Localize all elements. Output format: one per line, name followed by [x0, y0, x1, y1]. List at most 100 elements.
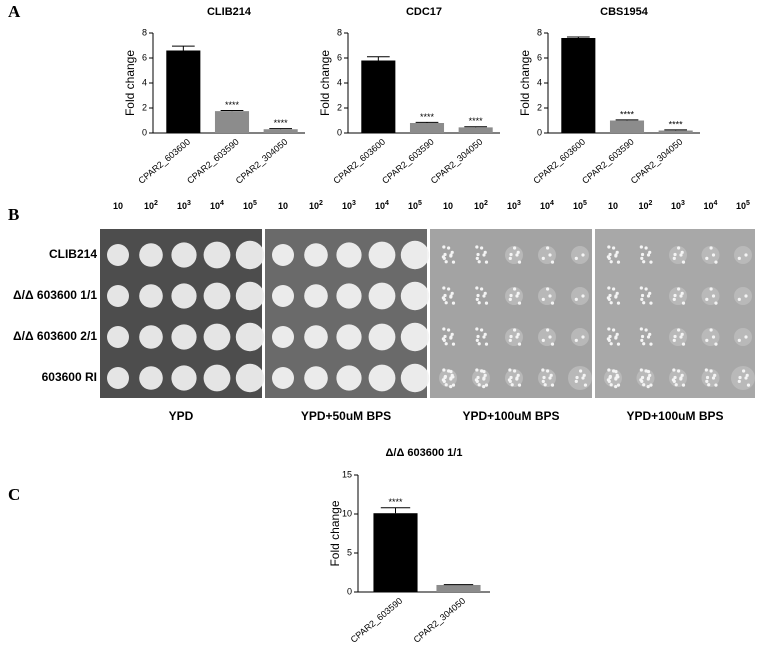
colony-dot	[609, 301, 613, 305]
bar	[214, 111, 250, 133]
colony-dot	[480, 287, 484, 291]
dilution-base: 10	[507, 201, 517, 211]
colony-dot	[607, 327, 611, 331]
colony-dot	[672, 338, 676, 342]
colony-dot	[550, 342, 555, 346]
colony-dot	[483, 250, 487, 254]
colony-spot	[203, 364, 231, 392]
colony-spot	[272, 326, 294, 348]
colony-spot	[734, 246, 752, 264]
colony-dot	[606, 378, 610, 382]
colony-dot	[509, 252, 513, 257]
colony-dot	[640, 338, 644, 342]
error-bar	[615, 119, 639, 121]
chart-title: CBS1954	[600, 6, 649, 18]
colony-dot	[680, 332, 684, 336]
colony-dot	[711, 253, 716, 257]
colony-dot	[443, 293, 447, 298]
panel-label: B	[8, 205, 19, 224]
dilution-base: 10	[342, 201, 352, 211]
colony-dot	[705, 338, 709, 342]
colony-dot	[550, 383, 555, 387]
colony-spot	[336, 365, 362, 391]
chart-title: CLIB214	[207, 6, 252, 18]
colony-dot	[640, 293, 645, 298]
colony-dot	[548, 335, 552, 339]
dilution-exp: 3	[352, 200, 356, 207]
dilution-label: 103	[671, 200, 685, 212]
colony-dot	[742, 369, 746, 373]
colony-dot	[444, 342, 448, 346]
colony-dot	[482, 384, 486, 389]
colony-dot	[640, 334, 645, 339]
colony-dot	[714, 342, 718, 346]
colony-dot	[515, 377, 519, 381]
colony-dot	[680, 373, 684, 377]
colony-spot	[571, 287, 589, 305]
colony-spot	[171, 324, 197, 350]
colony-dot	[644, 246, 648, 250]
dilution-label: 102	[144, 200, 158, 212]
colony-dot	[608, 293, 612, 298]
colony-dot	[513, 369, 517, 373]
colony-dot	[548, 294, 552, 298]
dilution-label: 102	[309, 200, 323, 212]
colony-dot	[745, 373, 749, 377]
colony-dot	[442, 327, 446, 331]
colony-dot	[709, 246, 713, 250]
significance-label: ****	[469, 116, 484, 126]
condition-label: YPD	[169, 409, 194, 423]
colony-spot	[400, 363, 430, 393]
dilution-base: 10	[639, 201, 649, 211]
colony-dot	[609, 383, 613, 387]
dilution-label: 103	[342, 200, 356, 212]
colony-dot	[705, 256, 709, 260]
colony-dot	[579, 369, 583, 373]
strain-label: Δ/Δ 603600 2/1	[13, 329, 97, 343]
x-tick-label: CPAR2_603600	[531, 137, 587, 186]
colony-dot	[679, 335, 683, 339]
colony-dot	[483, 332, 487, 336]
y-tick-label: 4	[337, 77, 342, 87]
colony-dot	[517, 383, 522, 387]
dilution-exp: 4	[220, 200, 224, 207]
colony-dot	[484, 383, 489, 387]
colony-spot	[107, 244, 129, 266]
colony-dot	[640, 375, 645, 380]
colony-dot	[509, 375, 513, 380]
colony-dot	[680, 250, 684, 254]
colony-dot	[444, 301, 448, 305]
colony-spot	[734, 287, 752, 305]
colony-dot	[673, 293, 677, 298]
colony-dot	[541, 297, 545, 301]
y-tick-label: 6	[142, 52, 147, 62]
colony-dot	[477, 342, 481, 346]
colony-spot	[336, 324, 362, 350]
colony-dot	[574, 297, 578, 301]
colony-spot	[203, 282, 231, 310]
significance-label: ****	[620, 109, 635, 119]
colony-dot	[507, 378, 511, 382]
colony-spot	[272, 367, 294, 389]
colony-dot	[681, 342, 686, 346]
dilution-base: 10	[177, 201, 187, 211]
bar	[561, 38, 596, 133]
strain-label: 603600 RI	[42, 370, 97, 384]
colony-dot	[475, 327, 479, 331]
colony-dot	[443, 252, 447, 257]
colony-dot	[612, 287, 616, 291]
colony-dot	[681, 383, 686, 387]
dilution-label: 104	[704, 200, 718, 212]
colony-dot	[646, 335, 651, 339]
colony-dot	[614, 384, 618, 389]
dilution-exp: 3	[681, 200, 685, 207]
colony-dot	[646, 294, 651, 298]
colony-dot	[705, 297, 709, 301]
colony-dot	[550, 260, 555, 264]
dilution-base: 10	[408, 201, 418, 211]
error-bar	[415, 121, 439, 123]
colony-dot	[482, 377, 486, 381]
colony-dot	[649, 383, 653, 387]
error-bar	[269, 128, 293, 130]
